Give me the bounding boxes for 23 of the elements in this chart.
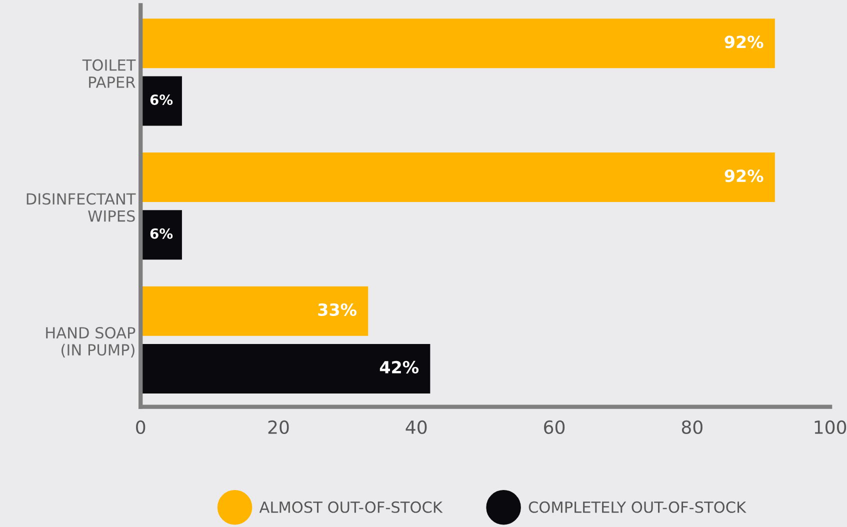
bar — [140, 210, 182, 260]
x-tick-label: 100 — [814, 420, 846, 434]
data-label: 92% — [724, 170, 764, 182]
x-tick-label: 60 — [544, 420, 565, 434]
bar — [140, 286, 368, 336]
x-tick-label: 40 — [406, 420, 427, 434]
data-label: 6% — [150, 228, 173, 239]
data-label: 42% — [380, 360, 419, 374]
legend-label: COMPLETELY OUT-OF-STOCK — [528, 501, 746, 513]
data-label: 92% — [724, 36, 764, 48]
bar — [140, 344, 430, 394]
data-label: 33% — [318, 303, 356, 316]
x-tick-label: 20 — [268, 420, 289, 434]
y-tick-label: HAND SOAP (IN PUMP) — [46, 326, 136, 358]
legend-label: ALMOST OUT-OF-STOCK — [259, 501, 443, 513]
data-label: 6% — [150, 94, 173, 106]
x-tick-label: 0 — [136, 420, 146, 434]
y-tick-label: TOILET PAPER — [82, 59, 136, 88]
bar — [140, 76, 182, 126]
y-tick-label: DISINFECTANT WIPES — [26, 193, 136, 222]
bar — [140, 18, 775, 68]
bar — [140, 152, 775, 202]
x-tick-label: 80 — [682, 420, 702, 434]
